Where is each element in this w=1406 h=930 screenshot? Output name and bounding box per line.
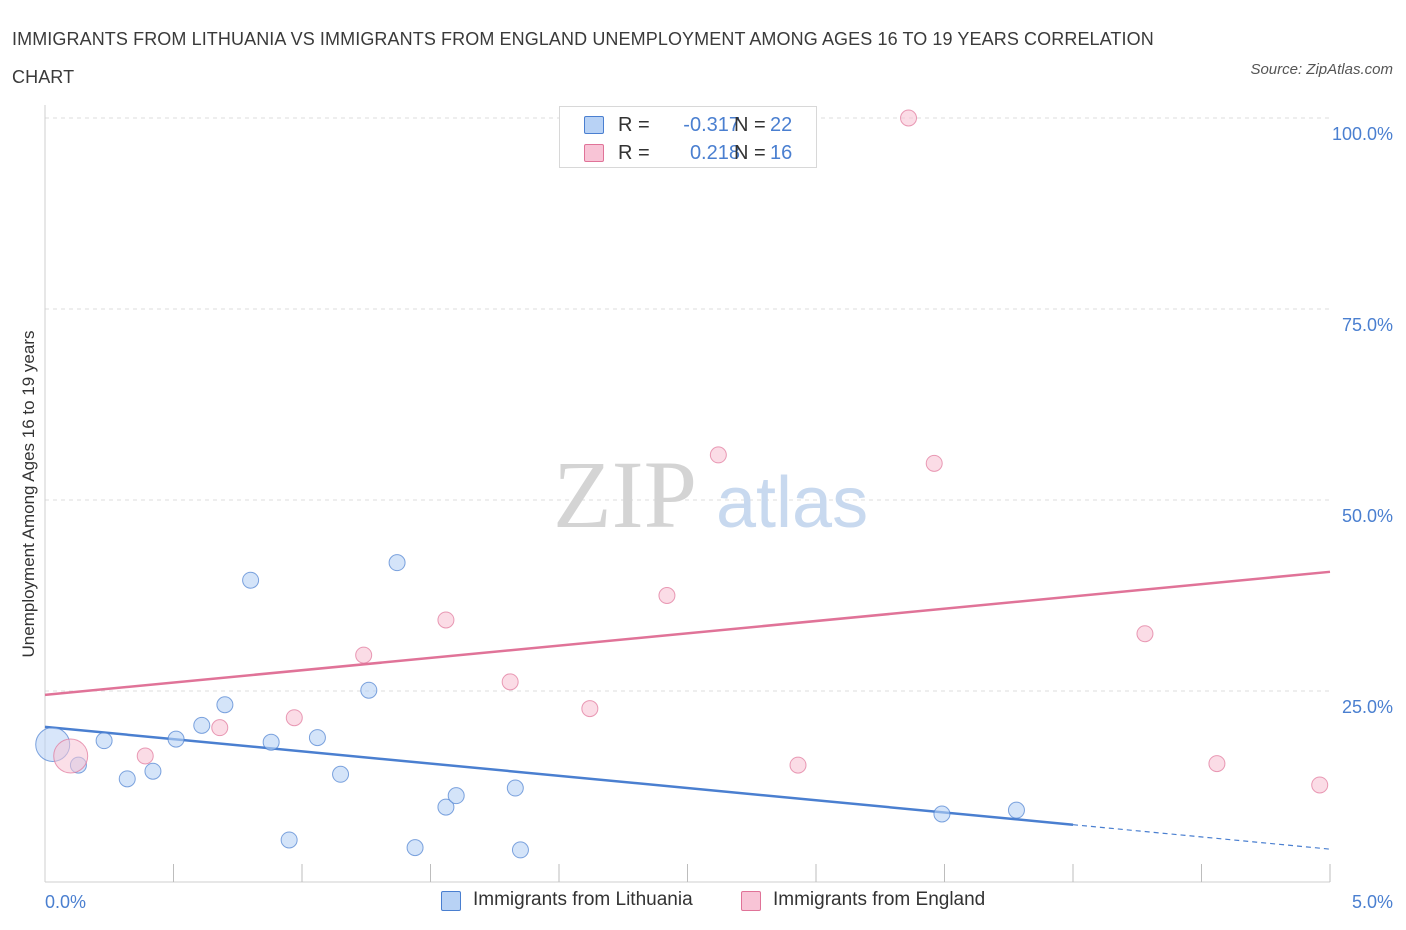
point-lithuania	[262, 733, 280, 751]
data-points	[35, 109, 1329, 859]
point-lithuania	[406, 839, 424, 857]
n-value: 16	[770, 142, 793, 164]
stats-legend: R = -0.317 N = 22 R = 0.218 N = 16	[559, 106, 817, 168]
trend-lines	[44, 570, 1331, 850]
r-value: 0.218	[689, 142, 740, 164]
point-england	[355, 646, 373, 664]
point-england	[53, 738, 89, 774]
source-label: Source: ZipAtlas.com	[1250, 61, 1393, 78]
point-england	[900, 109, 918, 127]
point-lithuania	[118, 770, 136, 788]
y-tick-label: 100.0%	[1332, 124, 1393, 144]
point-lithuania	[933, 805, 951, 823]
point-england	[925, 454, 943, 472]
axes	[44, 105, 1331, 883]
point-lithuania	[280, 831, 298, 849]
england-legend-swatch	[741, 891, 761, 911]
point-england	[581, 700, 599, 718]
tick-labels: 25.0% 50.0% 75.0% 100.0% 0.0% 5.0%	[45, 124, 1393, 912]
chart-title: IMMIGRANTS FROM LITHUANIA VS IMMIGRANTS …	[12, 29, 1154, 87]
point-england	[1136, 625, 1154, 643]
n-label: N =	[734, 114, 766, 136]
watermark-zip: ZIP	[553, 441, 697, 548]
trend-lithuania	[44, 725, 1074, 826]
watermark-atlas: atlas	[716, 463, 868, 543]
point-lithuania	[1007, 801, 1025, 819]
point-england	[709, 446, 727, 464]
point-lithuania	[388, 554, 406, 572]
point-england	[211, 719, 229, 737]
legend-label: Immigrants from Lithuania	[473, 889, 693, 910]
point-england	[136, 747, 154, 765]
england-swatch	[584, 144, 604, 162]
point-lithuania	[193, 716, 211, 734]
r-value: -0.317	[683, 114, 740, 136]
point-england	[285, 709, 303, 727]
x-tick-label: 5.0%	[1352, 892, 1393, 912]
point-lithuania	[216, 696, 234, 714]
point-england	[789, 756, 807, 774]
point-england	[437, 611, 455, 629]
x-tick-label: 0.0%	[45, 892, 86, 912]
point-lithuania	[332, 765, 350, 783]
trend-england	[44, 570, 1331, 697]
grid-lines	[45, 117, 1330, 692]
point-lithuania	[95, 732, 113, 750]
point-lithuania	[167, 730, 185, 748]
lithuania-legend-swatch	[441, 891, 461, 911]
n-label: N =	[734, 142, 766, 164]
point-lithuania	[360, 681, 378, 699]
y-axis-label: Unemployment Among Ages 16 to 19 years	[19, 331, 38, 658]
point-lithuania	[308, 729, 326, 747]
point-england	[1208, 755, 1226, 773]
lithuania-swatch	[584, 116, 604, 134]
r-label: R =	[618, 142, 650, 164]
point-england	[501, 673, 519, 691]
n-value: 22	[770, 114, 793, 136]
point-lithuania	[437, 798, 455, 816]
point-lithuania	[144, 762, 162, 780]
y-tick-label: 25.0%	[1342, 697, 1393, 717]
point-lithuania	[511, 841, 529, 859]
point-england	[1311, 776, 1329, 794]
point-lithuania	[506, 779, 524, 797]
trend-lithuania-extension	[1072, 824, 1331, 850]
watermark: ZIP atlas	[553, 441, 868, 548]
y-tick-label: 50.0%	[1342, 506, 1393, 526]
point-lithuania	[447, 787, 465, 805]
y-tick-label: 75.0%	[1342, 315, 1393, 335]
point-lithuania	[242, 571, 260, 589]
legend-label: Immigrants from England	[773, 889, 986, 910]
r-label: R =	[618, 114, 650, 136]
point-england	[658, 587, 676, 604]
